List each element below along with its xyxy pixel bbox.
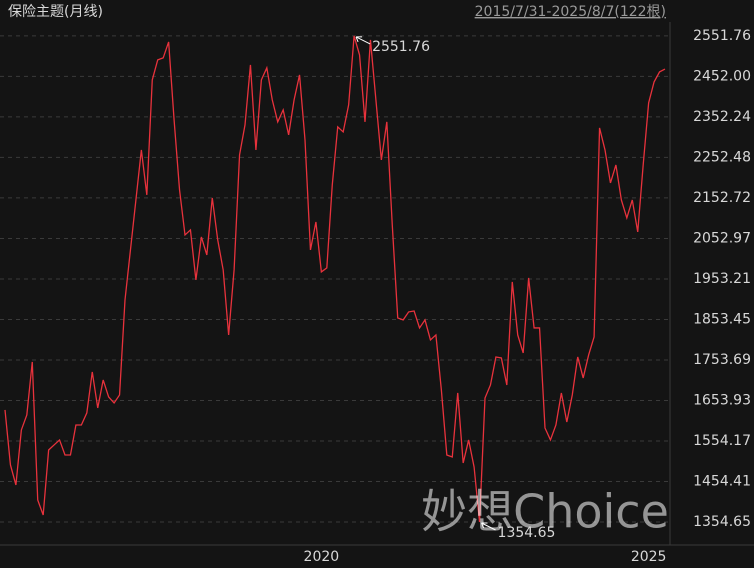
annotation-label: 2551.76 [372, 39, 430, 55]
x-tick-label: 2020 [304, 549, 340, 565]
x-tick-label: 2025 [631, 549, 667, 565]
annotation-arrowhead [355, 36, 363, 43]
y-tick-label: 1753.69 [693, 352, 751, 368]
y-tick-label: 2152.72 [693, 190, 751, 206]
y-tick-label: 1354.65 [693, 514, 751, 530]
annotation-arrowhead [481, 522, 488, 529]
y-tick-label: 1953.21 [693, 271, 751, 287]
annotation-label: 1354.65 [498, 525, 556, 541]
y-tick-label: 1554.17 [693, 433, 751, 449]
y-tick-label: 2252.48 [693, 149, 751, 165]
y-tick-label: 1653.93 [693, 392, 751, 408]
y-tick-label: 2452.00 [693, 68, 751, 84]
y-tick-label: 2352.24 [693, 109, 751, 125]
watermark: 妙想Choice [421, 485, 669, 539]
chart-title: 保险主题(月线) [8, 4, 103, 20]
y-tick-label: 1853.45 [693, 311, 751, 327]
y-tick-label: 2551.76 [693, 28, 751, 44]
annotation-arrow [355, 36, 371, 45]
annotation-arrow [481, 522, 496, 531]
price-line [4, 35, 666, 523]
y-tick-label: 1454.41 [693, 473, 751, 489]
date-range[interactable]: 2015/7/31-2025/8/7(122根) [475, 4, 666, 20]
y-tick-label: 2052.97 [693, 230, 751, 246]
